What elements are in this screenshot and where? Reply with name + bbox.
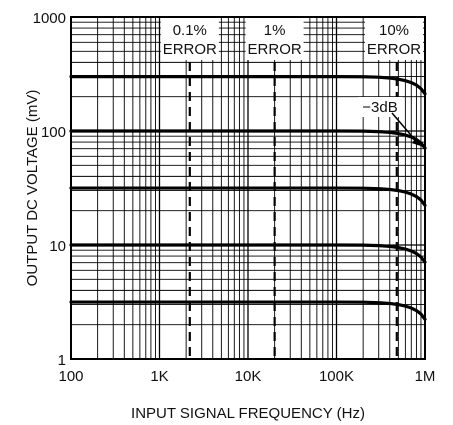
minus3db-arrow-line bbox=[391, 112, 418, 143]
x-axis-title: INPUT SIGNAL FREQUENCY (Hz) bbox=[131, 405, 365, 422]
error-label-background bbox=[365, 18, 423, 60]
error-label-percent: 0.1% bbox=[173, 22, 207, 39]
error-label-text: ERROR bbox=[248, 41, 302, 58]
minus3db-arrow-head bbox=[412, 137, 421, 147]
annotations: −3dB bbox=[358, 97, 421, 147]
y-tick-label: 1000 bbox=[33, 10, 66, 27]
error-label-text: ERROR bbox=[163, 41, 217, 58]
error-label-percent: 10% bbox=[379, 22, 409, 39]
plot-frame bbox=[70, 16, 426, 360]
error-label-text: ERROR bbox=[367, 41, 421, 58]
x-tick-label: 100 bbox=[58, 368, 83, 385]
y-tick-label: 10 bbox=[49, 238, 66, 255]
x-tick-labels: 100 1K 10K 100K 1M bbox=[58, 368, 435, 385]
error-label-percent: 1% bbox=[264, 22, 286, 39]
minus3db-label-background bbox=[358, 97, 402, 117]
series-line-4 bbox=[69, 243, 427, 264]
series-line-5 bbox=[69, 300, 427, 321]
x-tick-label: 10K bbox=[235, 368, 262, 385]
minus3db-label: −3dB bbox=[362, 99, 397, 116]
y-tick-label: 1 bbox=[58, 352, 66, 369]
error-label-background bbox=[245, 18, 304, 60]
y-axis-title: OUTPUT DC VOLTAGE (mV) bbox=[24, 90, 41, 287]
series-line-3 bbox=[69, 186, 427, 207]
error-label-background bbox=[160, 18, 219, 60]
x-tick-label: 100K bbox=[319, 368, 354, 385]
y-tick-label: 100 bbox=[41, 124, 66, 141]
series-line-1 bbox=[69, 75, 427, 96]
y-tick-labels: 1 10 100 1000 bbox=[33, 10, 66, 369]
x-tick-label: 1M bbox=[415, 368, 436, 385]
x-tick-label: 1K bbox=[150, 368, 168, 385]
